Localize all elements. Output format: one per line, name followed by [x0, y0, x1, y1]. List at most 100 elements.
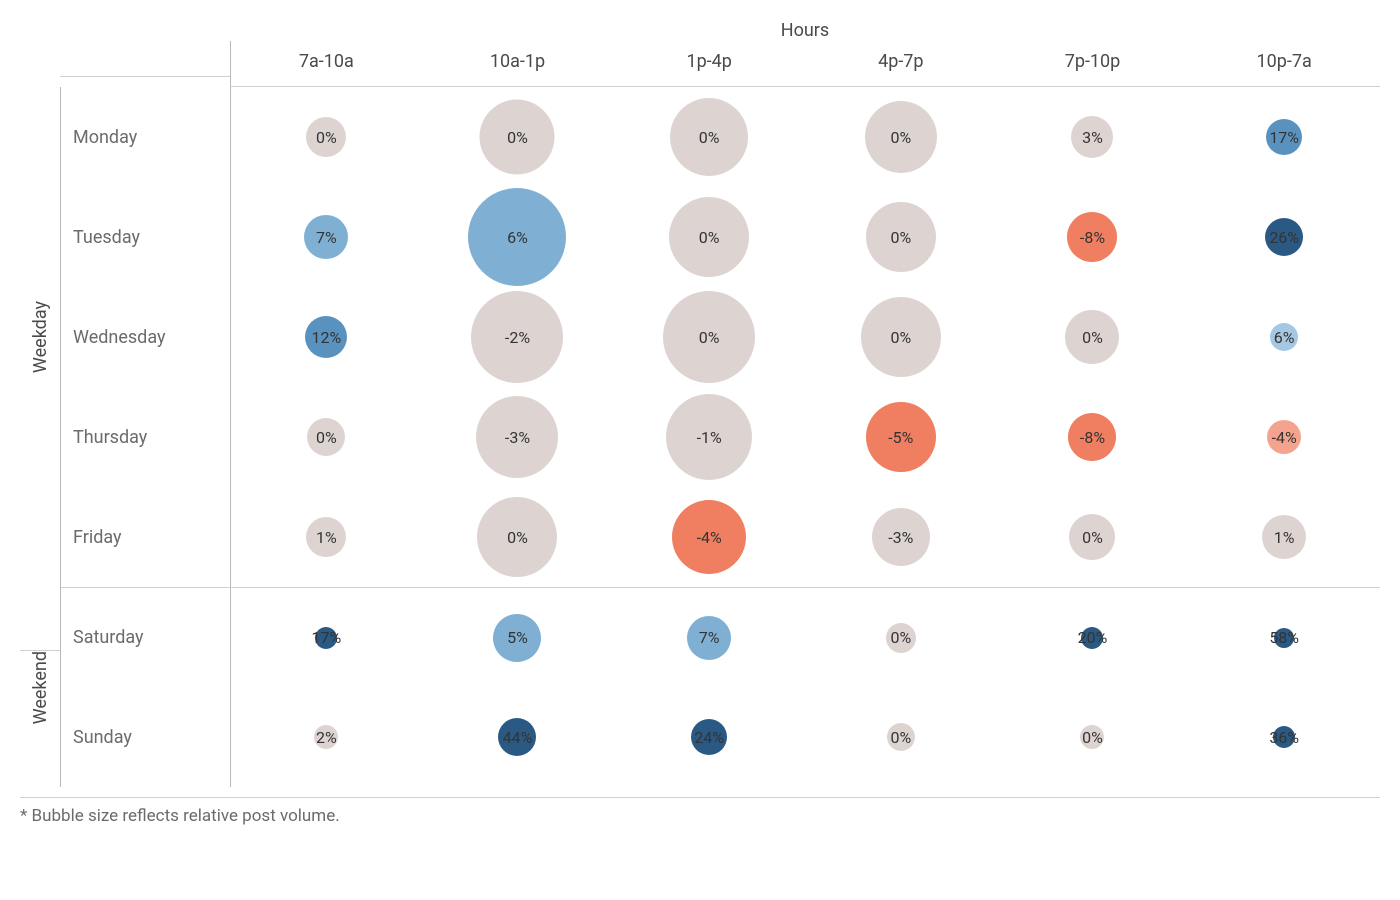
cell-value: -4% — [1272, 428, 1297, 447]
chart-grid: 7a-10a10a-1p1p-4p4p-7p7p-10p10p-7a Weekda… — [20, 41, 1380, 787]
group-label-text: Weekend — [30, 651, 51, 724]
data-cell: 26% — [1188, 187, 1380, 287]
cell-value: 7% — [699, 628, 720, 647]
data-cell: 0% — [805, 187, 997, 287]
data-cell: 0% — [613, 287, 805, 387]
cell-value: 0% — [1082, 728, 1103, 747]
cell-value: 0% — [890, 728, 911, 747]
data-cell: 5% — [422, 587, 614, 687]
row-label: Sunday — [60, 687, 230, 787]
data-cell: 0% — [805, 687, 997, 787]
cell-value: 0% — [507, 128, 528, 147]
data-cell: 58% — [1188, 587, 1380, 687]
data-cell: 44% — [422, 687, 614, 787]
cell-value: 1% — [316, 528, 337, 547]
cell-value: 0% — [1082, 328, 1103, 347]
data-cell: 12% — [230, 287, 422, 387]
data-cell: 0% — [805, 287, 997, 387]
cell-value: 44% — [503, 728, 533, 747]
cell-value: -3% — [888, 528, 913, 547]
group-label-weekend: Weekend — [20, 650, 60, 724]
data-cell: 0% — [997, 687, 1189, 787]
row-label-text: Sunday — [73, 727, 132, 748]
row-label-text: Friday — [73, 527, 122, 548]
data-cell: 0% — [805, 87, 997, 187]
cell-value: 5% — [507, 628, 528, 647]
row-label-text: Thursday — [73, 427, 147, 448]
cell-value: 0% — [699, 128, 720, 147]
column-header: 1p-4p — [613, 41, 805, 87]
data-cell: -8% — [997, 387, 1189, 487]
cell-value: 7% — [316, 228, 337, 247]
data-cell: 2% — [230, 687, 422, 787]
column-header: 10a-1p — [422, 41, 614, 87]
cell-value: 3% — [1082, 128, 1103, 147]
data-cell: -3% — [805, 487, 997, 587]
data-cell: 0% — [422, 487, 614, 587]
data-cell: 0% — [230, 87, 422, 187]
data-cell: 6% — [1188, 287, 1380, 387]
cell-value: 0% — [890, 328, 911, 347]
data-cell: 1% — [1188, 487, 1380, 587]
row-label-text: Tuesday — [73, 227, 140, 248]
data-cell: -4% — [1188, 387, 1380, 487]
group-label-text: Weekday — [30, 301, 51, 373]
row-label: Monday — [60, 87, 230, 187]
cell-value: 20% — [1078, 628, 1108, 647]
data-cell: 0% — [230, 387, 422, 487]
data-cell: -8% — [997, 187, 1189, 287]
chart-footnote: * Bubble size reflects relative post vol… — [20, 797, 1380, 826]
cell-value: 0% — [890, 628, 911, 647]
cell-value: 24% — [694, 728, 724, 747]
cell-value: 0% — [316, 128, 337, 147]
column-header: 7a-10a — [230, 41, 422, 87]
row-label-text: Wednesday — [73, 327, 166, 348]
cell-value: -8% — [1080, 228, 1105, 247]
cell-value: 6% — [507, 228, 528, 247]
cell-value: 0% — [507, 528, 528, 547]
data-cell: -1% — [613, 387, 805, 487]
data-cell: -3% — [422, 387, 614, 487]
cell-value: 1% — [1274, 528, 1295, 547]
row-label-text: Saturday — [73, 627, 144, 648]
cell-value: -1% — [697, 428, 722, 447]
cell-value: 26% — [1269, 228, 1299, 247]
cell-value: 0% — [316, 428, 337, 447]
data-cell: 17% — [1188, 87, 1380, 187]
data-cell: 1% — [230, 487, 422, 587]
data-cell: -2% — [422, 287, 614, 387]
data-cell: 0% — [997, 487, 1189, 587]
cell-value: 0% — [1082, 528, 1103, 547]
hours-axis-title: Hours — [20, 20, 1380, 41]
cell-value: -2% — [505, 328, 530, 347]
header-spacer — [60, 52, 230, 77]
cell-value: 2% — [316, 728, 337, 747]
data-cell: 3% — [997, 87, 1189, 187]
bubble-grid-chart: Hours 7a-10a10a-1p1p-4p4p-7p7p-10p10p-7a… — [20, 20, 1380, 826]
cell-value: -5% — [888, 428, 913, 447]
cell-value: -4% — [697, 528, 722, 547]
data-cell: 0% — [422, 87, 614, 187]
data-cell: 36% — [1188, 687, 1380, 787]
cell-value: 0% — [699, 228, 720, 247]
header-spacer — [20, 52, 60, 76]
row-label: Thursday — [60, 387, 230, 487]
cell-value: 58% — [1269, 628, 1299, 647]
column-header: 10p-7a — [1188, 41, 1380, 87]
cell-value: -8% — [1080, 428, 1105, 447]
data-cell: 0% — [613, 87, 805, 187]
row-label: Friday — [60, 487, 230, 587]
cell-value: 0% — [890, 128, 911, 147]
group-label-weekday: Weekday — [20, 301, 60, 373]
data-cell: -4% — [613, 487, 805, 587]
cell-value: 6% — [1274, 328, 1295, 347]
data-cell: -5% — [805, 387, 997, 487]
data-cell: 7% — [230, 187, 422, 287]
column-header: 7p-10p — [997, 41, 1189, 87]
row-label: Tuesday — [60, 187, 230, 287]
cell-value: 17% — [311, 628, 341, 647]
cell-value: 36% — [1269, 728, 1299, 747]
cell-value: 0% — [890, 228, 911, 247]
data-cell: 0% — [997, 287, 1189, 387]
column-header: 4p-7p — [805, 41, 997, 87]
